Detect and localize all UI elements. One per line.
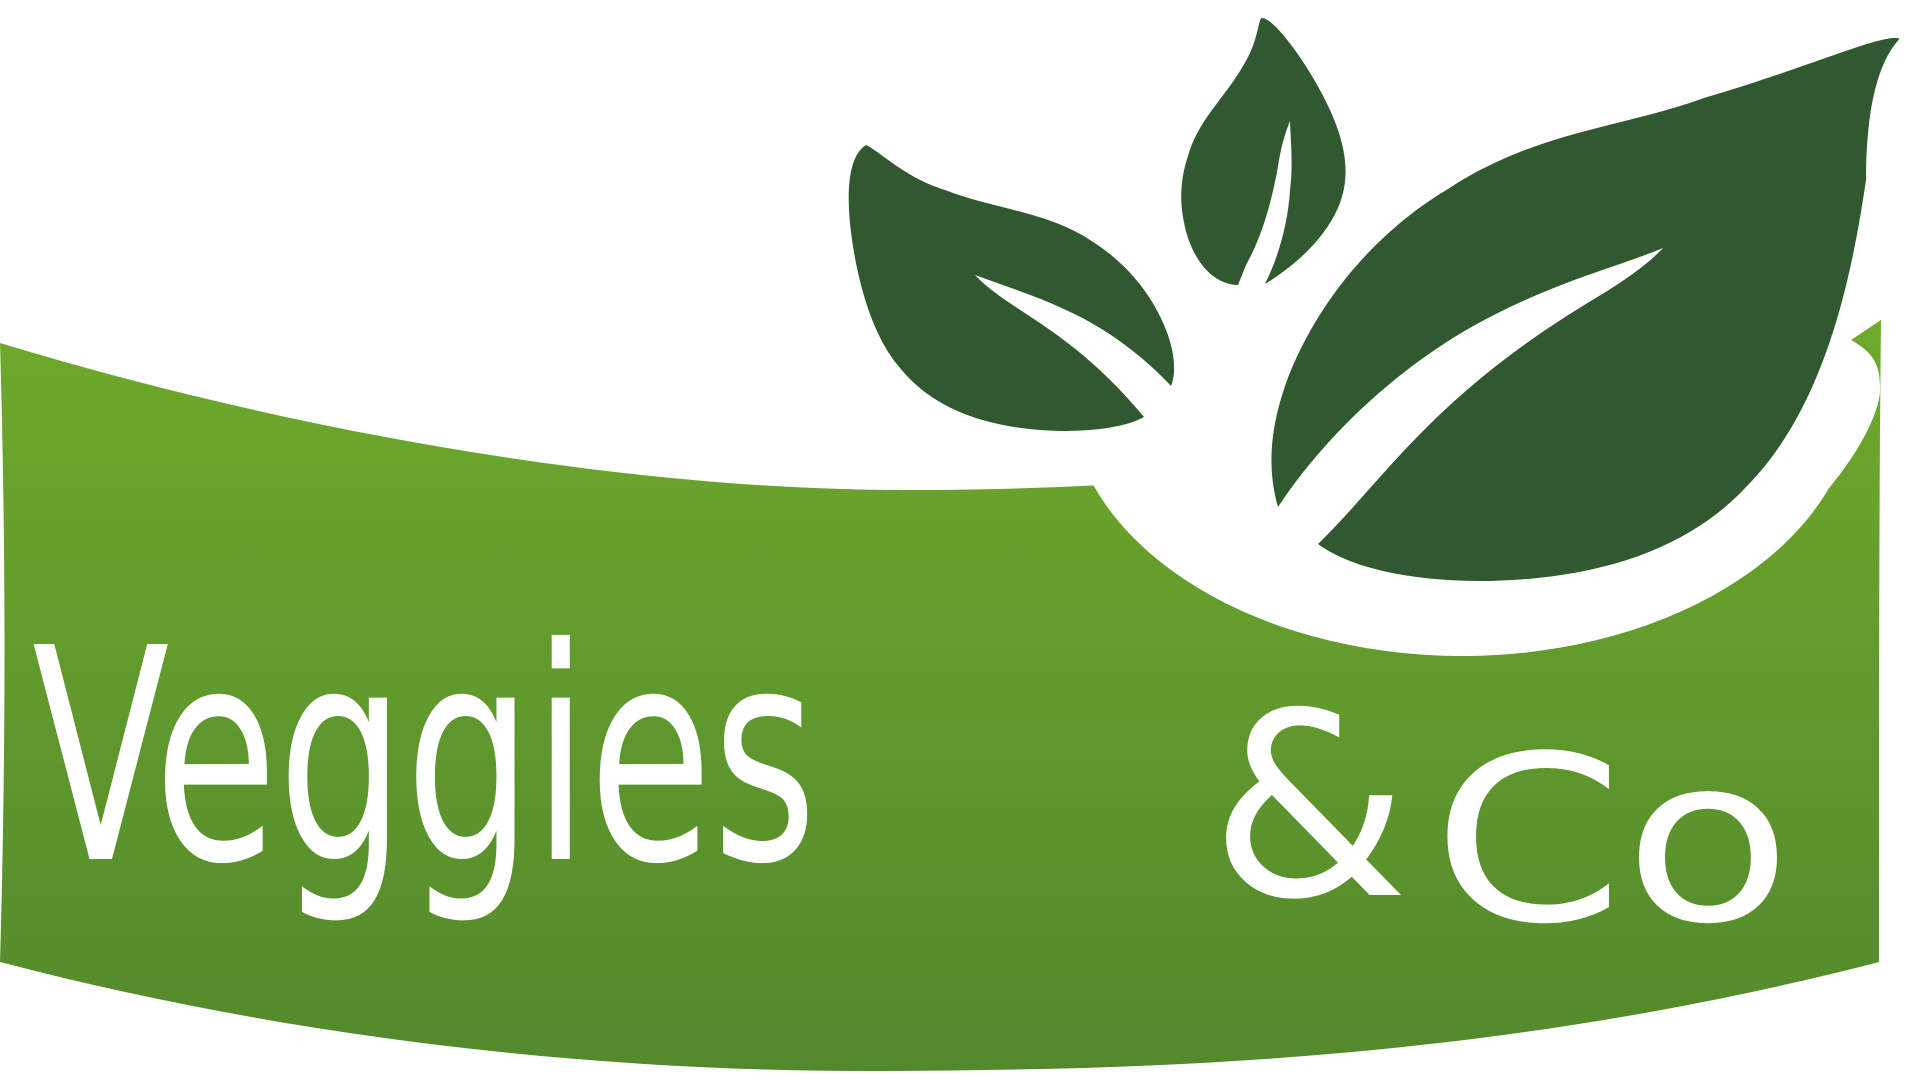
- left-leaf-icon: [848, 145, 1175, 431]
- brand-name-veggies: Veggies: [32, 585, 817, 929]
- brand-ampersand: &: [1210, 659, 1409, 956]
- top-leaf-icon: [1181, 18, 1346, 285]
- right-leaf-icon: [1271, 38, 1900, 582]
- green-banner: [0, 320, 1881, 1072]
- wordmark: Veggies & Co: [32, 585, 1792, 975]
- brand-name-co: Co: [1432, 708, 1792, 975]
